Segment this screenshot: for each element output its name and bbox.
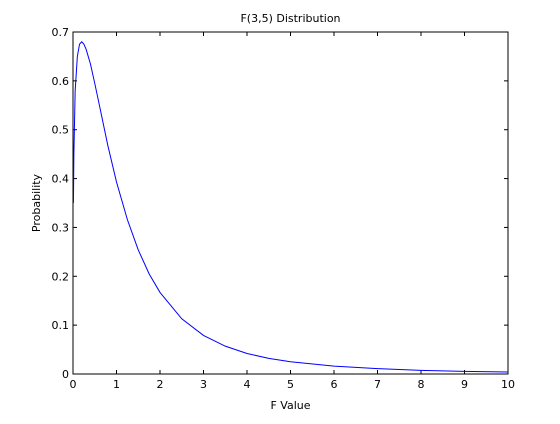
x-tick-label: 5 — [287, 378, 294, 391]
x-tick-label: 4 — [244, 378, 251, 391]
x-axis-label: F Value — [270, 399, 310, 412]
x-tick-label: 2 — [157, 378, 164, 391]
y-tick-label: 0 — [62, 368, 69, 381]
y-axis-label: Probability — [30, 173, 43, 232]
y-tick-label: 0.6 — [52, 75, 70, 88]
y-tick-label: 0.3 — [52, 221, 70, 234]
x-tick-label: 10 — [501, 378, 515, 391]
y-tick-label: 0.2 — [52, 270, 70, 283]
x-tick-label: 3 — [200, 378, 207, 391]
x-tick-label: 7 — [374, 378, 381, 391]
plot-area — [72, 31, 509, 375]
x-tick-label: 9 — [461, 378, 468, 391]
y-tick-label: 0.4 — [52, 173, 70, 186]
x-tick-label: 6 — [331, 378, 338, 391]
series-line — [72, 41, 509, 373]
x-tick-label: 1 — [113, 378, 120, 391]
y-tick-label: 0.7 — [52, 26, 70, 39]
axis-ticks: 0 1 2 3 4 5 6 7 8 9 10 0 0.1 0.2 0.3 0.4 0.5 0.6 0.7 — [52, 26, 516, 391]
y-tick-label: 0.5 — [52, 124, 70, 137]
x-tick-label: 0 — [70, 378, 77, 391]
chart-title: F(3,5) Distribution — [240, 12, 340, 25]
y-tick-label: 0.1 — [52, 319, 70, 332]
x-tick-label: 8 — [418, 378, 425, 391]
